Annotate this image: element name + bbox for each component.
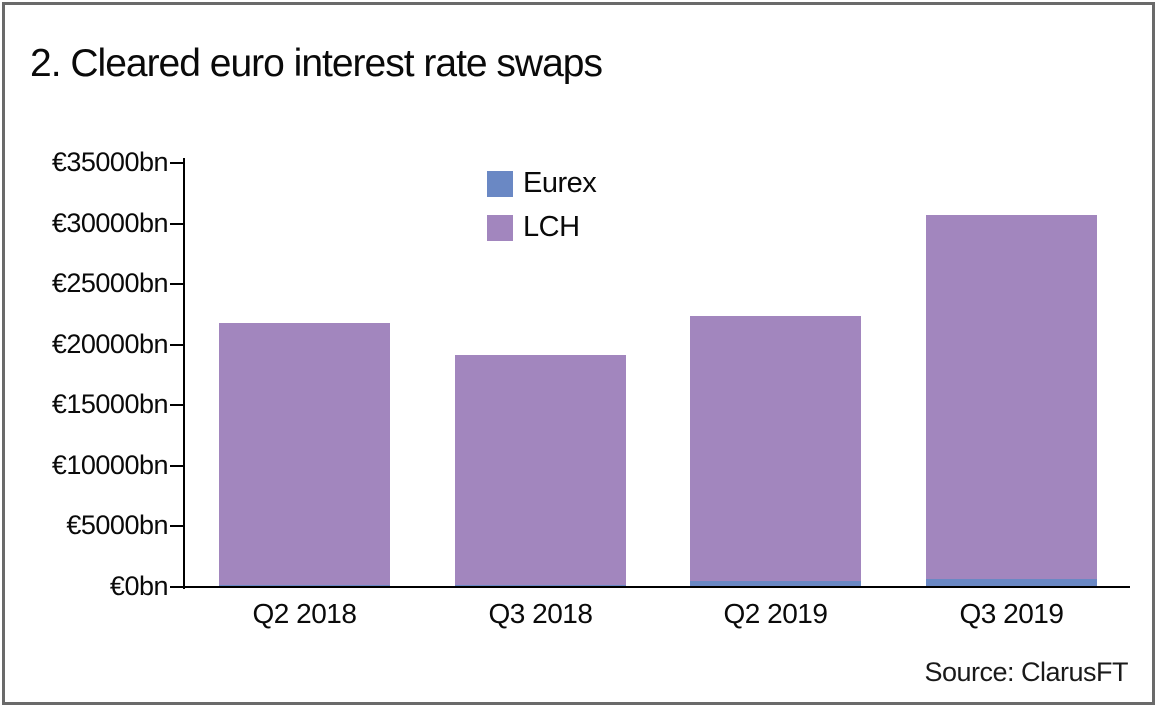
legend-label-eurex: Eurex (523, 167, 597, 199)
y-axis-label-5000: €5000bn (66, 510, 168, 540)
bar-segment-lch-q2-2018 (219, 323, 390, 585)
x-axis-label-q2-2019: Q2 2019 (723, 598, 828, 629)
y-axis-label-25000: €25000bn (51, 268, 169, 298)
y-axis-tick-10000 (170, 465, 183, 467)
x-axis-label-q3-2018: Q3 2018 (488, 598, 593, 629)
y-axis-tick-0 (170, 586, 183, 588)
bar-segment-eurex-q3-2019 (926, 579, 1097, 587)
legend-label-lch: LCH (523, 211, 580, 243)
x-axis-label-q2-2018: Q2 2018 (252, 598, 357, 629)
y-axis-label-30000: €30000bn (51, 208, 169, 238)
y-axis-label-0: €0bn (109, 571, 169, 601)
y-axis-tick-35000 (170, 162, 183, 164)
y-axis-label-10000: €10000bn (51, 450, 169, 480)
y-axis-tick-20000 (170, 344, 183, 346)
legend: Eurex LCH (487, 167, 597, 258)
chart-title: 2. Cleared euro interest rate swaps (30, 42, 603, 85)
bar-segment-eurex-q2-2019 (690, 581, 861, 587)
y-axis-tick-25000 (170, 283, 183, 285)
legend-item-eurex: Eurex (487, 167, 597, 199)
legend-item-lch: LCH (487, 211, 596, 243)
y-axis-label-35000: €35000bn (51, 147, 169, 177)
y-axis-tick-15000 (170, 404, 183, 406)
y-axis-label-20000: €20000bn (51, 329, 169, 359)
bar-segment-lch-q2-2019 (690, 316, 861, 581)
x-axis-label-q3-2019: Q3 2019 (959, 598, 1064, 629)
y-axis-label-15000: €15000bn (51, 389, 169, 419)
eurex-swatch-icon (487, 170, 513, 197)
source-credit: Source: ClarusFT (924, 657, 1128, 687)
y-axis-line (183, 158, 185, 589)
bar-segment-lch-q3-2018 (455, 355, 626, 585)
y-axis-tick-5000 (170, 525, 183, 527)
x-axis-line (183, 586, 1130, 588)
lch-swatch-icon (487, 214, 513, 241)
y-axis-tick-30000 (170, 223, 183, 225)
bar-segment-lch-q3-2019 (926, 215, 1097, 579)
